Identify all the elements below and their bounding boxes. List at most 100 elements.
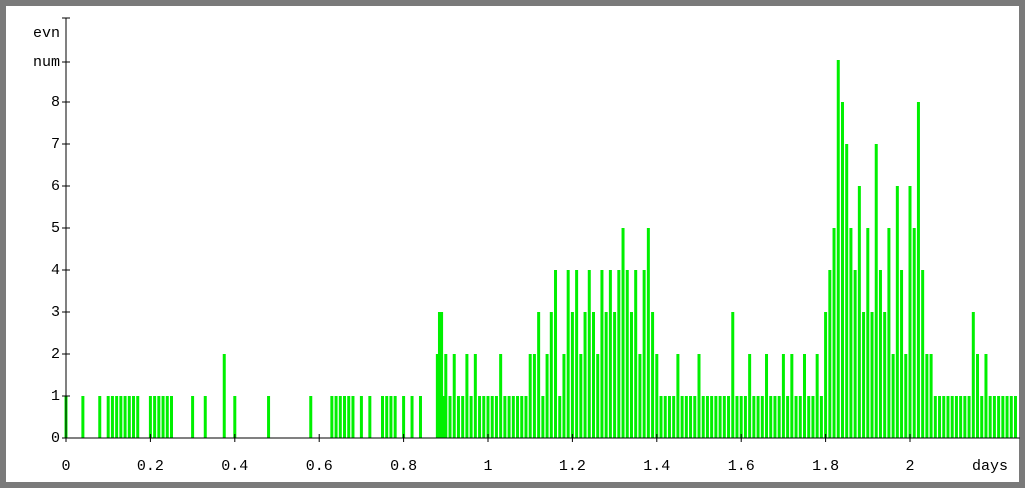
event-stem [81, 396, 85, 438]
event-stem [1014, 396, 1017, 438]
event-stem [469, 396, 473, 438]
event-stem [878, 270, 882, 438]
event-stem [853, 270, 857, 438]
event-stem [714, 396, 718, 438]
event-stem [971, 312, 975, 438]
event-stem [583, 312, 587, 438]
event-stem [794, 396, 798, 438]
event-stem [106, 396, 110, 438]
event-stem [161, 396, 165, 438]
event-stem [402, 396, 406, 438]
y-tick-label: 2 [51, 346, 60, 363]
event-stem [448, 396, 452, 438]
event-stem [368, 396, 372, 438]
event-stem [347, 396, 351, 438]
x-axis-label: days [972, 458, 1008, 475]
event-stem [980, 396, 984, 438]
event-stem [651, 312, 655, 438]
event-stem [862, 312, 866, 438]
event-stem [233, 396, 237, 438]
x-tick-label: 0.4 [221, 458, 248, 475]
event-stem [676, 354, 680, 438]
event-stem [900, 270, 904, 438]
event-stem [136, 396, 140, 438]
event-stem [887, 228, 891, 438]
event-stem [883, 312, 887, 438]
event-stem [731, 312, 735, 438]
event-stem [895, 186, 899, 438]
event-stem [667, 396, 671, 438]
event-stem [718, 396, 722, 438]
event-stem [440, 312, 444, 438]
event-stem [773, 396, 777, 438]
event-stem [343, 396, 347, 438]
event-stem [739, 396, 743, 438]
event-stem [545, 354, 549, 438]
event-stem [891, 354, 895, 438]
event-stem [418, 396, 422, 438]
event-stem [165, 396, 169, 438]
event-stem [655, 354, 659, 438]
event-stem [921, 270, 925, 438]
event-stem [520, 396, 524, 438]
y-tick-label: 7 [51, 136, 60, 153]
event-stem [870, 312, 874, 438]
event-stem [798, 396, 802, 438]
event-stem [503, 396, 507, 438]
event-stem [710, 396, 714, 438]
event-stem [663, 396, 667, 438]
event-stem [1005, 396, 1009, 438]
event-stem [642, 270, 646, 438]
event-stem [832, 228, 836, 438]
event-stem [857, 186, 861, 438]
event-stem [203, 396, 207, 438]
event-stem [338, 396, 342, 438]
event-stem [659, 396, 663, 438]
x-tick-label: 1.2 [559, 458, 586, 475]
event-stem [765, 354, 769, 438]
event-stem [938, 396, 942, 438]
event-stem [132, 396, 136, 438]
event-stem [697, 354, 701, 438]
event-stem [849, 228, 853, 438]
event-stem [992, 396, 996, 438]
event-stem [119, 396, 123, 438]
x-tick-label: 0.6 [306, 458, 333, 475]
event-stem [904, 354, 908, 438]
x-tick-label: 1 [483, 458, 492, 475]
event-stem [967, 396, 971, 438]
event-stem [587, 270, 591, 438]
event-stem [528, 354, 532, 438]
event-stem [672, 396, 676, 438]
event-stem [410, 396, 414, 438]
event-stem [570, 312, 574, 438]
event-stem [170, 396, 173, 438]
event-stem [153, 396, 157, 438]
event-stem [148, 396, 152, 438]
event-stem [836, 60, 840, 438]
event-stem [524, 396, 528, 438]
event-stem [511, 396, 515, 438]
event-stem [435, 354, 439, 438]
event-stem [925, 354, 929, 438]
event-stem [222, 354, 226, 438]
event-stem [638, 354, 642, 438]
event-stem [621, 228, 625, 438]
event-stem [954, 396, 958, 438]
event-stem [701, 396, 705, 438]
event-stem [722, 396, 726, 438]
event-stem [157, 396, 161, 438]
event-stem [790, 354, 794, 438]
event-stem [359, 396, 363, 438]
y-tick-label: 3 [51, 304, 60, 321]
event-stem [549, 312, 553, 438]
event-stem [946, 396, 950, 438]
event-stem [727, 396, 731, 438]
event-stem [705, 396, 709, 438]
y-tick-label: 6 [51, 178, 60, 195]
event-stem [929, 354, 933, 438]
event-stem [558, 396, 562, 438]
event-stem [452, 354, 456, 438]
y-tick-label: 4 [51, 262, 60, 279]
